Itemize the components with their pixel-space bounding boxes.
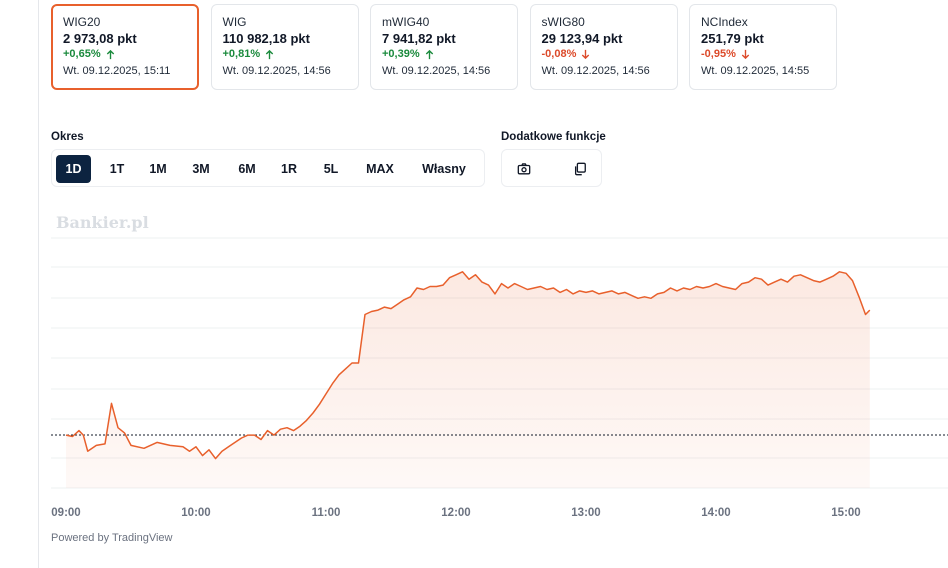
index-value: 29 123,94 pkt xyxy=(541,31,623,46)
x-tick-label: 12:00 xyxy=(441,507,470,519)
extras-label: Dodatkowe funkcje xyxy=(501,131,606,143)
arrow-down-icon xyxy=(582,49,590,59)
period-button-1t[interactable]: 1T xyxy=(109,162,125,176)
extras-toolbar xyxy=(501,149,602,187)
index-change: -0,08% xyxy=(542,48,592,60)
camera-icon xyxy=(517,163,531,175)
index-change: +0,65% xyxy=(63,48,116,60)
period-button-5l[interactable]: 5L xyxy=(323,162,339,176)
index-name: mWIG40 xyxy=(382,15,430,29)
index-date: Wt. 09.12.2025, 14:56 xyxy=(541,65,650,77)
period-button-6m[interactable]: 6M xyxy=(238,162,256,176)
arrow-up-icon xyxy=(425,49,433,59)
index-tile-ncindex[interactable]: NCIndex 251,79 pkt -0,95% Wt. 09.12.2025, 1… xyxy=(689,4,837,90)
powered-by[interactable]: Powered by TradingView xyxy=(51,532,173,544)
index-value: 7 941,82 pkt xyxy=(382,31,456,46)
price-chart[interactable]: 09:00 10:00 11:00 12:00 13:00 14:00 15:00 xyxy=(0,195,948,568)
index-change: +0,39% xyxy=(382,48,435,60)
period-label: Okres xyxy=(51,131,84,143)
index-change-text: +0,81% xyxy=(222,48,261,60)
index-name: WIG20 xyxy=(63,15,101,29)
x-tick-label: 09:00 xyxy=(51,507,80,519)
index-change-text: +0,65% xyxy=(63,48,101,60)
index-change-text: +0,39% xyxy=(382,48,420,60)
period-button-własny[interactable]: Własny xyxy=(422,162,466,176)
period-button-1m[interactable]: 1M xyxy=(149,162,167,176)
arrow-up-icon xyxy=(106,49,114,59)
screenshot-button[interactable] xyxy=(503,155,545,183)
x-tick-label: 13:00 xyxy=(571,507,600,519)
index-name: NCIndex xyxy=(701,15,748,29)
index-change: +0,81% xyxy=(223,48,276,60)
chart-area-fill xyxy=(66,271,870,488)
copy-button[interactable] xyxy=(559,155,601,183)
period-button-max[interactable]: MAX xyxy=(366,162,394,176)
period-button-1d[interactable]: 1D xyxy=(56,155,91,183)
index-date: Wt. 09.12.2025, 14:56 xyxy=(382,65,491,77)
index-change-text: -0,08% xyxy=(541,48,577,60)
index-change: -0,95% xyxy=(701,48,751,60)
index-value: 110 982,18 pkt xyxy=(222,31,310,46)
index-value: 251,79 pkt xyxy=(701,31,764,46)
x-tick-label: 10:00 xyxy=(181,507,210,519)
left-divider xyxy=(38,0,39,568)
index-tile-wig20[interactable]: WIG20 2 973,08 pkt +0,65% Wt. 09.12.2025, 1… xyxy=(51,4,199,90)
index-date: Wt. 09.12.2025, 14:55 xyxy=(701,65,810,77)
index-name: WIG xyxy=(222,15,247,29)
x-tick-label: 14:00 xyxy=(701,507,730,519)
arrow-up-icon xyxy=(265,49,274,59)
watermark: Bankier.pl xyxy=(56,213,149,232)
index-date: Wt. 09.12.2025, 15:11 xyxy=(63,65,171,77)
index-date: Wt. 09.12.2025, 14:56 xyxy=(222,65,331,77)
x-tick-label: 11:00 xyxy=(312,507,341,519)
price-line xyxy=(65,271,871,460)
index-tile-swig80[interactable]: sWIG80 29 123,94 pkt -0,08% Wt. 09.12.2025,… xyxy=(529,4,678,90)
period-selector: 1D 1T 1M 3M 6M 1R 5L MAX Własny xyxy=(51,149,485,187)
period-button-1r[interactable]: 1R xyxy=(281,162,297,176)
index-tile-mwig40[interactable]: mWIG40 7 941,82 pkt +0,39% Wt. 09.12.2025, … xyxy=(370,4,518,90)
arrow-down-icon xyxy=(741,49,750,59)
x-tick-label: 15:00 xyxy=(831,507,860,519)
index-value: 2 973,08 pkt xyxy=(63,31,137,46)
index-change-text: -0,95% xyxy=(701,48,736,60)
index-tile-wig[interactable]: WIG 110 982,18 pkt +0,81% Wt. 09.12.2025, 1… xyxy=(210,4,359,90)
copy-icon xyxy=(574,162,586,176)
period-button-3m[interactable]: 3M xyxy=(192,162,210,176)
index-name: sWIG80 xyxy=(541,15,585,29)
x-axis: 09:00 10:00 11:00 12:00 13:00 14:00 15:00 xyxy=(51,507,860,519)
